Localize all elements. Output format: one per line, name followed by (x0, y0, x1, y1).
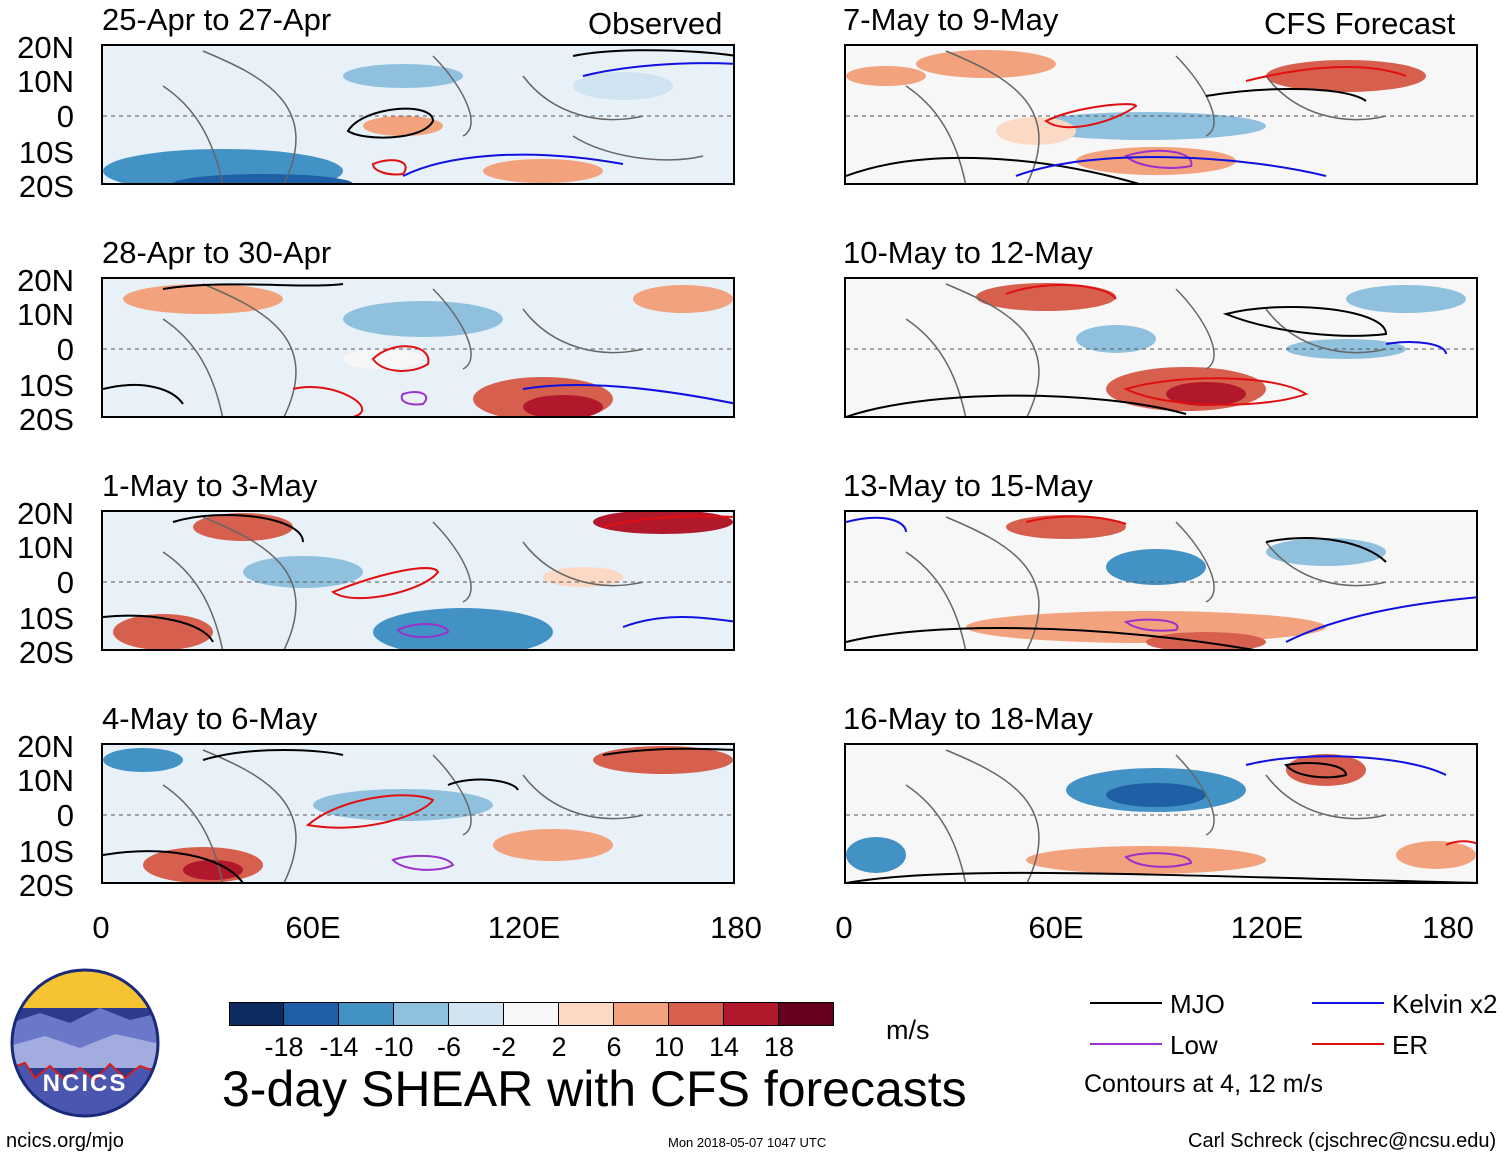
lat-tick: 20N (17, 30, 74, 65)
forecast-label: CFS Forecast (1264, 6, 1456, 41)
panel-title-obs-4: 4-May to 6-May (102, 701, 318, 736)
legend-swatch (1090, 1043, 1162, 1045)
panel-title-obs-2: 28-Apr to 30-Apr (102, 235, 332, 270)
colorbar-label: -14 (319, 1032, 359, 1062)
panel-title-fcst-4: 16-May to 18-May (843, 701, 1093, 736)
colorbar-cell (724, 1002, 779, 1026)
panel-title-obs-1: 25-Apr to 27-Apr (102, 2, 332, 37)
legend-swatch (1090, 1002, 1162, 1004)
lat-tick: 20N (17, 729, 74, 764)
map-panel (844, 44, 1478, 185)
map-panel (101, 44, 735, 185)
legend-note: Contours at 4, 12 m/s (1084, 1070, 1324, 1098)
ncics-logo: NCICS (10, 968, 160, 1118)
map-panel (844, 277, 1478, 418)
lat-tick: 10N (17, 297, 74, 332)
footer-credit: Carl Schreck (cjschrec@ncsu.edu) (1188, 1130, 1497, 1152)
lon-tick: 180 (1422, 910, 1474, 945)
lon-tick: 120E (1230, 910, 1304, 945)
lon-tick: 0 (92, 910, 110, 945)
map-panel (844, 510, 1478, 651)
colorbar-label: -6 (436, 1032, 461, 1062)
colorbar-cell (394, 1002, 449, 1026)
lat-tick: 10S (18, 135, 74, 170)
legend-label: MJO (1170, 989, 1225, 1019)
lon-tick: 60E (285, 910, 341, 945)
lat-tick: 10S (18, 368, 74, 403)
colorbar-cell (229, 1002, 284, 1026)
lat-tick: 0 (56, 798, 74, 833)
colorbar-label: 14 (708, 1032, 740, 1062)
colorbar-cell (614, 1002, 669, 1026)
lon-tick: 180 (710, 910, 762, 945)
colorbar-cell (669, 1002, 724, 1026)
map-panel (101, 743, 735, 884)
panel-title-fcst-1: 7-May to 9-May (843, 2, 1059, 37)
map-panel (101, 277, 735, 418)
legend-swatch (1312, 1002, 1384, 1004)
lon-tick: 0 (835, 910, 853, 945)
lat-tick: 0 (56, 332, 74, 367)
colorbar-label: -18 (264, 1032, 304, 1062)
colorbar-cell (339, 1002, 394, 1026)
legend-swatch (1312, 1043, 1384, 1045)
legend-label: ER (1392, 1030, 1429, 1060)
colorbar-label: 10 (653, 1032, 685, 1062)
colorbar-label: 18 (763, 1032, 795, 1062)
legend-label: Kelvin x2 (1392, 989, 1498, 1019)
colorbar-cell (449, 1002, 504, 1026)
lat-tick: 10S (18, 834, 74, 869)
lat-tick: 20S (18, 169, 74, 204)
panel-title-fcst-3: 13-May to 15-May (843, 468, 1093, 503)
colorbar-cell (284, 1002, 339, 1026)
panel-title-fcst-2: 10-May to 12-May (843, 235, 1093, 270)
colorbar-label: 2 (551, 1032, 567, 1062)
lat-tick: 0 (56, 565, 74, 600)
lat-tick: 20S (18, 635, 74, 670)
lon-tick: 120E (487, 910, 561, 945)
footer-timestamp: Mon 2018-05-07 1047 UTC (668, 1135, 827, 1150)
lat-tick: 10N (17, 530, 74, 565)
logo-text: NCICS (42, 1070, 128, 1097)
lat-tick: 20S (18, 868, 74, 903)
colorbar-label: -10 (374, 1032, 414, 1062)
lat-tick: 20N (17, 263, 74, 298)
colorbar-label: 6 (606, 1032, 622, 1062)
lat-tick: 0 (56, 99, 74, 134)
colorbar-cell (779, 1002, 834, 1026)
map-panel (101, 510, 735, 651)
colorbar-units: m/s (886, 1015, 930, 1045)
lon-tick: 60E (1028, 910, 1084, 945)
panel-title-obs-3: 1-May to 3-May (102, 468, 318, 503)
footer-url[interactable]: ncics.org/mjo (6, 1130, 124, 1152)
observed-label: Observed (588, 6, 723, 41)
lat-tick: 20N (17, 496, 74, 531)
lat-tick: 20S (18, 402, 74, 437)
colorbar-cell (559, 1002, 614, 1026)
lat-tick: 10N (17, 64, 74, 99)
map-panel (844, 743, 1478, 884)
colorbar-label: -2 (491, 1032, 516, 1062)
lat-tick: 10N (17, 763, 74, 798)
figure-title: 3-day SHEAR with CFS forecasts (222, 1061, 967, 1117)
legend-label: Low (1170, 1030, 1218, 1060)
lat-tick: 10S (18, 601, 74, 636)
colorbar-cell (504, 1002, 559, 1026)
